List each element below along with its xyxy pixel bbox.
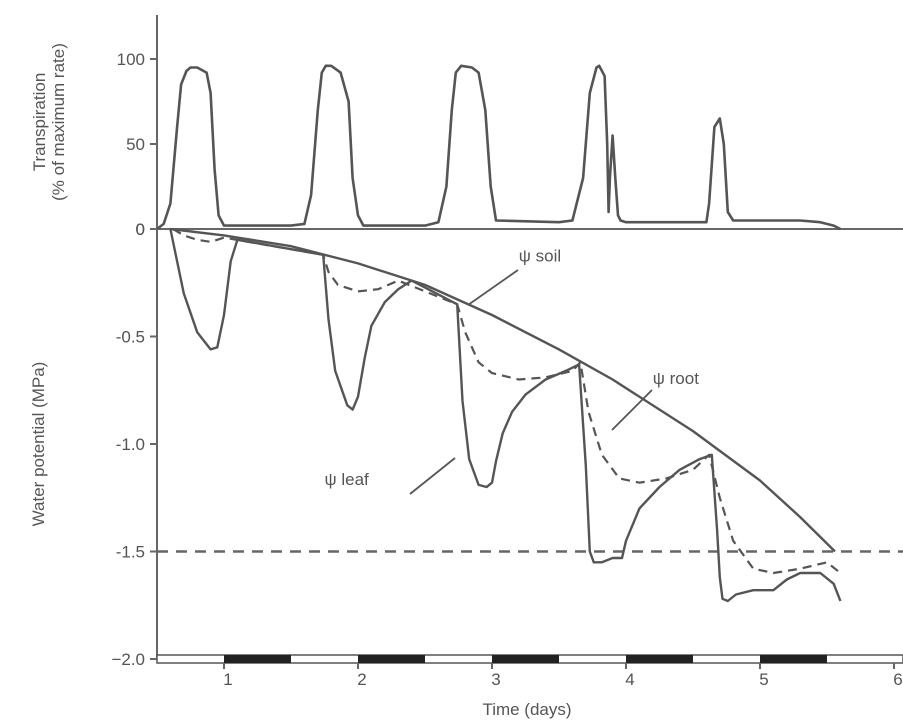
water-potential-y-tick-label: 0 [136,220,145,239]
time-x-ticks: 1 2 3 4 5 6 [223,663,903,689]
transpiration-y-tick-label: 50 [126,135,145,154]
annotation-leader-line [409,457,456,495]
time-x-tick-label: 6 [893,670,902,689]
series-annotation-label: ψ root [653,369,699,388]
time-x-tick-label: 5 [759,670,768,689]
water-potential-y-tick-label: -1.5 [116,543,145,562]
water-potential-y-ticks: 0 -0.5 -1.0 -1.5 −2.0 [111,220,157,669]
night-segment [358,655,425,663]
time-x-tick-label: 4 [625,670,634,689]
transpiration-ylabel-line1: Transpiration [30,73,49,172]
day-night-bar [156,654,903,664]
transpiration-y-ticks: 0 50 100 [117,50,157,239]
soil-line [170,227,836,553]
night-segment [760,655,827,663]
water-potential-panel: Water potential (MPa) Time (days) 0 -0.5 -… [29,220,903,719]
night-segment [224,655,291,663]
transpiration-ylabel-line2: (% of maximum rate) [49,43,68,201]
annotation-leader-line [611,389,653,431]
night-segment [626,655,693,663]
water-potential-y-tick-label: -1.0 [116,435,145,454]
water-potential-y-tick-label: −2.0 [111,650,145,669]
water-potential-y-tick-label: -0.5 [116,328,145,347]
transpiration-y-tick-label: 0 [136,220,145,239]
water-potential-ylabel: Water potential (MPa) [29,362,48,527]
time-x-tick-label: 1 [223,670,232,689]
transpiration-panel: Transpiration (% of maximum rate) 0 50 100 [30,15,903,239]
x-axis-title: Time (days) [482,700,571,719]
night-segment [492,655,559,663]
time-x-tick-label: 3 [491,670,500,689]
time-x-tick-label: 2 [357,670,366,689]
transpiration-series [156,64,841,231]
transpiration-y-tick-label: 100 [117,50,145,69]
series-annotations: ψ soil ψ root ψ leaf [325,246,699,495]
series-annotation-label: ψ soil [519,246,561,265]
root-line [172,228,842,575]
transpiration-line [156,64,841,231]
leaf-line [169,228,842,603]
water-potential-series [169,227,842,603]
annotation-leader-line [467,269,519,306]
series-annotation-label: ψ leaf [325,470,370,489]
